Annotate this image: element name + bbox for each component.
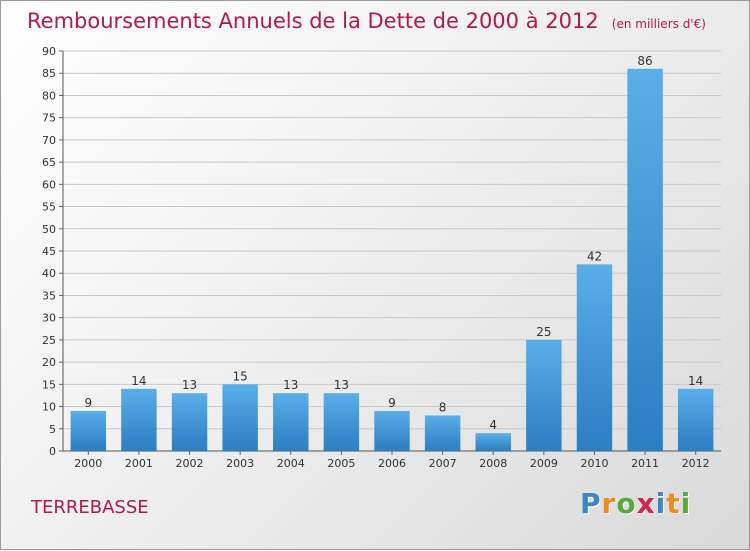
y-tick-label: 10: [42, 401, 56, 414]
data-label: 15: [233, 369, 248, 383]
data-label: 14: [131, 374, 146, 388]
logo-letter: o: [616, 487, 637, 520]
labels-layer: 0 5 10 15 20 25 30 35 40 45 50 55 60 65 70 75 80 85 90 9 200…: [42, 45, 710, 470]
bar: [576, 264, 613, 451]
bar: [121, 388, 157, 451]
x-tick-label: 2005: [327, 457, 355, 470]
grid-layer: [59, 50, 721, 455]
chart-unit-note: (en milliers d'€): [611, 17, 706, 31]
y-tick-label: 55: [42, 201, 56, 214]
y-tick-label: 25: [42, 334, 56, 347]
data-label: 25: [536, 325, 551, 339]
x-tick-label: 2002: [176, 457, 204, 470]
bar: [273, 393, 309, 451]
logo-letter: r: [601, 487, 617, 520]
y-tick-label: 65: [42, 156, 56, 169]
bar: [374, 411, 410, 451]
bar: [70, 411, 107, 451]
y-tick-label: 35: [42, 289, 56, 302]
data-label: 9: [84, 396, 92, 410]
bar: [323, 393, 360, 451]
y-tick-label: 75: [42, 112, 56, 125]
bars-layer: [70, 68, 714, 452]
y-tick-label: 40: [42, 267, 56, 280]
data-label: 13: [283, 378, 298, 392]
y-tick-label: 0: [49, 445, 56, 458]
x-tick-label: 2003: [226, 457, 254, 470]
y-tick-label: 90: [42, 45, 56, 58]
bar: [171, 393, 208, 451]
data-label: 14: [688, 374, 703, 388]
x-tick-label: 2004: [277, 457, 305, 470]
logo-letter: P: [580, 487, 602, 520]
y-tick-label: 50: [42, 223, 56, 236]
x-tick-label: 2008: [479, 457, 507, 470]
x-tick-label: 2007: [429, 457, 457, 470]
x-tick-label: 2006: [378, 457, 406, 470]
bar: [222, 384, 258, 451]
logo-letter: t: [666, 487, 681, 520]
y-tick-label: 30: [42, 312, 56, 325]
bar: [424, 415, 461, 451]
data-label: 4: [489, 418, 497, 432]
proxiti-logo: Proxiti: [580, 487, 691, 520]
y-tick-label: 85: [42, 67, 56, 80]
data-label: 13: [182, 378, 197, 392]
x-tick-label: 2012: [682, 457, 710, 470]
y-tick-label: 80: [42, 89, 56, 102]
bar: [475, 433, 511, 451]
logo-letter: x: [636, 487, 656, 520]
bar: [627, 68, 663, 452]
x-tick-label: 2001: [125, 457, 153, 470]
y-tick-label: 20: [42, 356, 56, 369]
data-label: 9: [388, 396, 396, 410]
y-tick-label: 5: [49, 423, 56, 436]
chart-title-main: Remboursements Annuels de la Dette de 20…: [27, 9, 599, 33]
chart-title: Remboursements Annuels de la Dette de 20…: [27, 9, 706, 33]
y-tick-label: 60: [42, 178, 56, 191]
data-label: 42: [587, 249, 602, 263]
y-tick-label: 15: [42, 378, 56, 391]
data-label: 13: [334, 378, 349, 392]
data-label: 8: [439, 400, 447, 414]
y-tick-label: 70: [42, 134, 56, 147]
x-tick-label: 2009: [530, 457, 558, 470]
logo-letter: i: [680, 487, 692, 520]
bar: [526, 339, 562, 451]
data-label: 86: [637, 54, 652, 68]
y-tick-label: 45: [42, 245, 56, 258]
x-tick-label: 2011: [631, 457, 659, 470]
x-tick-label: 2010: [580, 457, 608, 470]
x-tick-label: 2000: [74, 457, 102, 470]
commune-name: TERREBASSE: [31, 497, 149, 518]
logo-letter: i: [655, 487, 667, 520]
bar: [677, 388, 714, 451]
